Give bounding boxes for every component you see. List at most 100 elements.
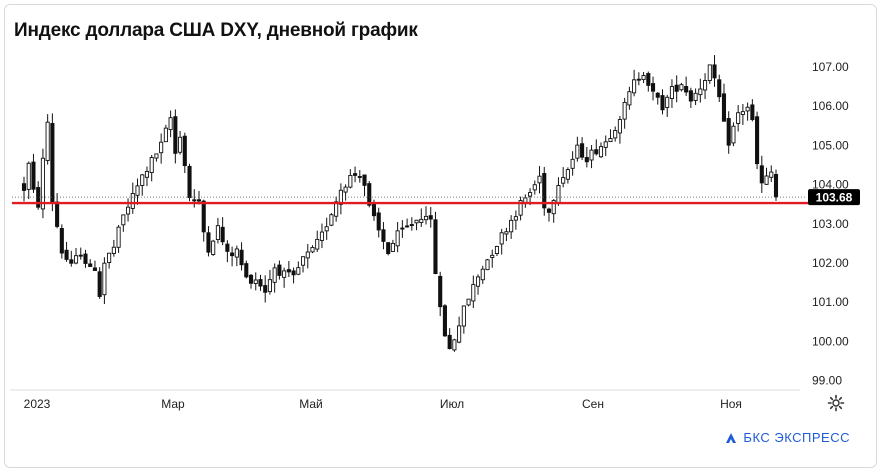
candle-body: [159, 141, 164, 154]
candle-body: [731, 125, 736, 144]
candle-body: [353, 173, 358, 176]
y-tick-label: 102.00: [812, 256, 849, 270]
candle-body: [45, 121, 50, 161]
candle-body: [707, 64, 712, 81]
candle-body: [140, 174, 145, 186]
candle-body: [107, 252, 112, 263]
candle-body: [570, 158, 575, 169]
candle-body: [575, 144, 580, 159]
candle-body: [362, 174, 367, 186]
candle-body: [130, 193, 135, 209]
candle-body: [234, 248, 239, 258]
candle-body: [423, 215, 429, 221]
candle-body: [542, 173, 547, 209]
candle-body: [400, 227, 405, 230]
candle-body: [580, 143, 585, 158]
candle-body: [55, 201, 60, 227]
candle-body: [92, 267, 97, 271]
candle-body: [627, 91, 632, 106]
candle-body: [88, 263, 93, 267]
candle-body: [253, 279, 258, 284]
candle-body: [655, 92, 660, 98]
y-tick-label: 101.00: [812, 295, 849, 309]
y-tick-label: 104.00: [812, 178, 849, 192]
candle-body: [622, 101, 627, 120]
candle-body: [83, 253, 88, 264]
y-tick-label: 107.00: [812, 60, 849, 74]
candle-body: [684, 86, 689, 93]
x-axis-ticks: 2023 Мар Май Июл Сен Ноя: [24, 397, 742, 411]
candle-body: [277, 264, 282, 276]
candle-body: [565, 169, 570, 180]
candle-body: [182, 135, 187, 167]
candle-body: [509, 219, 514, 233]
chart-frame: [4, 4, 877, 468]
bks-logo-icon: [726, 432, 737, 443]
candle-body: [357, 176, 362, 178]
candle-body: [187, 165, 192, 199]
candle-body: [693, 92, 698, 101]
candle-body: [717, 79, 722, 98]
brand-logo: БКС ЭКСПРЕСС: [724, 430, 850, 445]
candle-body: [736, 112, 741, 124]
candle-body: [636, 78, 641, 81]
candle-body: [73, 255, 79, 264]
candle-body: [409, 224, 414, 226]
candle-body: [263, 285, 268, 293]
candle-body: [740, 111, 745, 115]
candle-body: [282, 270, 287, 278]
candle-body: [561, 177, 566, 184]
candle-body: [211, 240, 216, 255]
gear-icon[interactable]: [826, 393, 846, 413]
candle-body: [603, 141, 608, 148]
candle-body: [220, 226, 225, 243]
x-tick-label: 2023: [24, 397, 51, 411]
candle-body: [551, 200, 556, 215]
candle-body: [764, 175, 769, 185]
candle-body: [371, 203, 377, 217]
candle-body: [537, 175, 542, 184]
candle-body: [745, 106, 750, 112]
candle-body: [703, 80, 708, 91]
candle-body: [26, 162, 31, 190]
candle-body: [348, 174, 353, 188]
y-tick-label: 105.00: [812, 138, 849, 152]
candle-body: [759, 165, 764, 184]
candle-body: [319, 231, 325, 241]
y-tick-label: 100.00: [812, 334, 849, 348]
candle-body: [428, 215, 433, 220]
candle-body: [135, 185, 140, 196]
candle-body: [291, 270, 296, 276]
candle-body: [196, 199, 202, 202]
candle-body: [154, 153, 159, 159]
candle-body: [173, 116, 178, 154]
candle-body: [433, 219, 438, 275]
candle-body: [386, 242, 391, 255]
candle-body: [499, 232, 504, 245]
candle-body: [97, 271, 102, 297]
candle-body: [315, 238, 320, 250]
candle-body: [461, 305, 466, 327]
chart-title: Индекс доллара США DXY, дневной график: [14, 20, 418, 41]
candle-body: [201, 200, 206, 233]
candle-body: [296, 267, 301, 275]
x-tick-label: Ноя: [720, 397, 742, 411]
candle-body: [617, 119, 622, 134]
candle-body: [494, 245, 500, 254]
candle-body: [485, 259, 490, 271]
candle-body: [513, 216, 518, 221]
candle-body: [755, 116, 760, 165]
candle-body: [64, 249, 69, 260]
candle-body: [111, 246, 116, 254]
candle-body: [650, 83, 656, 92]
candle-body: [442, 305, 447, 337]
candle-body: [726, 118, 731, 146]
x-tick-label: Сен: [582, 397, 604, 411]
x-tick-label: Мар: [161, 397, 185, 411]
candle-body: [669, 86, 674, 99]
candle-body: [395, 230, 400, 247]
price-tag-bg: [808, 189, 860, 206]
candle-body: [244, 263, 249, 278]
candle-body: [144, 170, 150, 178]
